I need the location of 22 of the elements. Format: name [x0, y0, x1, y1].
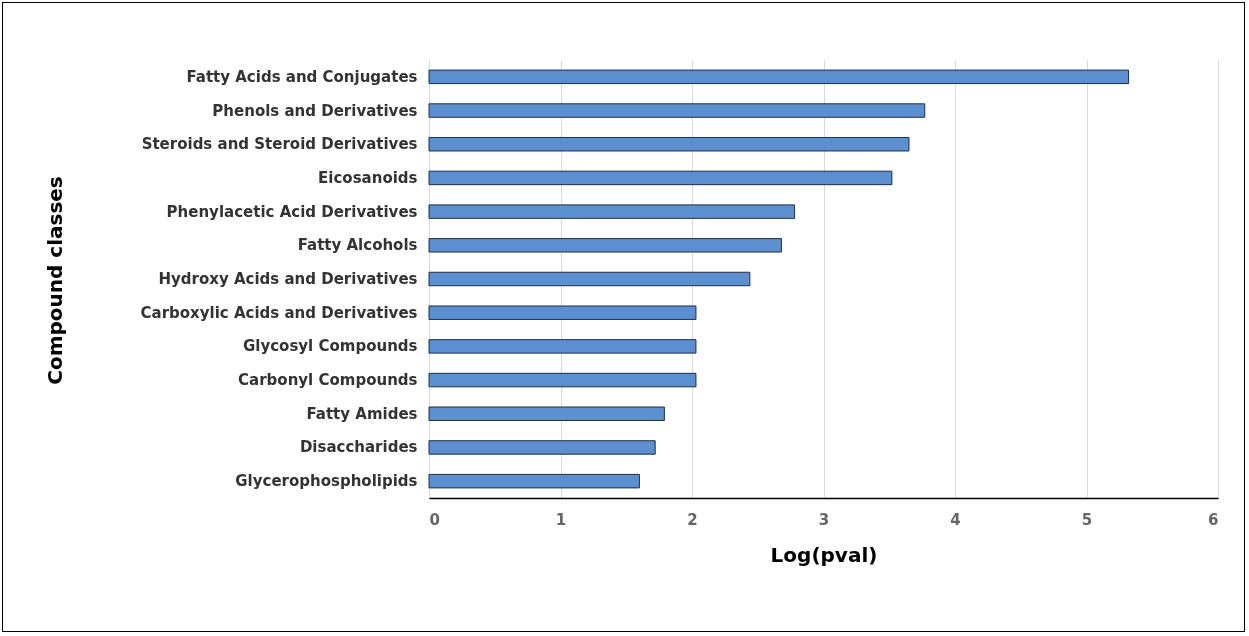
x-tick-label: 1: [555, 510, 567, 529]
y-tick-label: Hydroxy Acids and Derivatives: [158, 270, 418, 288]
y-tick-label: Fatty Alcohols: [297, 236, 418, 255]
x-tick-label: 6: [1208, 510, 1219, 529]
y-tick-label: Disaccharides: [299, 438, 418, 457]
y-tick-label: Glycerophospholipids: [235, 472, 418, 491]
y-tick-label: Phenylacetic Acid Derivatives: [166, 202, 418, 221]
y-tick-label: Eicosanoids: [318, 168, 418, 187]
x-tick-label: 3: [818, 510, 830, 529]
y-tick-label: Fatty Amides: [306, 404, 418, 423]
x-tick-label: 2: [687, 510, 698, 529]
x-tick-label: 4: [950, 510, 961, 529]
y-tick-label: Carboxylic Acids and Derivatives: [140, 303, 418, 322]
y-axis-title: Compound classes: [42, 176, 67, 385]
x-axis-title: Log(pval): [770, 542, 878, 567]
y-tick-label: Fatty Acids and Conjugates: [186, 67, 418, 86]
y-tick-label: Glycosyl Compounds: [242, 337, 418, 356]
x-tick-label: 5: [1081, 510, 1093, 529]
x-tick-label: 0: [429, 510, 440, 529]
y-tick-label: Phenols and Derivatives: [212, 101, 418, 120]
y-tick-label: Carbonyl Compounds: [238, 371, 418, 390]
y-tick-label: Steroids and Steroid Derivatives: [141, 135, 418, 154]
